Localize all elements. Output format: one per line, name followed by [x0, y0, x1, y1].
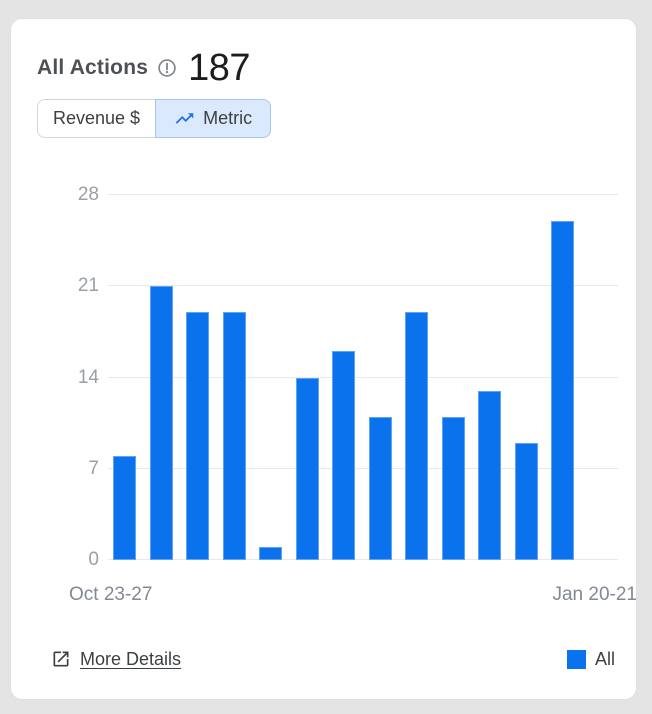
legend-label: All	[594, 648, 615, 669]
bar[interactable]	[478, 390, 501, 560]
bar[interactable]	[405, 312, 428, 560]
bar[interactable]	[295, 377, 319, 560]
plot-area	[108, 194, 618, 560]
gridline	[108, 559, 618, 560]
bar[interactable]	[551, 221, 574, 560]
tab-revenue[interactable]: Revenue $	[37, 99, 156, 138]
metric-value: 187	[188, 46, 251, 89]
gridline	[108, 194, 618, 195]
y-tick-label: 14	[77, 366, 99, 388]
metric-card: All Actions 187 Revenue $ Metric 0 7 14 21 2…	[10, 18, 637, 700]
more-details-link[interactable]: More Details	[51, 649, 181, 670]
bar[interactable]	[259, 546, 282, 560]
chart-legend: All	[566, 648, 615, 670]
more-details-label: More Details	[80, 648, 182, 669]
y-tick-label: 0	[88, 549, 99, 570]
card-title: All Actions	[37, 56, 149, 79]
view-toggle: Revenue $ Metric	[37, 99, 272, 138]
bar[interactable]	[186, 312, 209, 560]
tab-metric-label: Metric	[203, 108, 253, 128]
y-tick-label: 21	[77, 275, 99, 297]
tab-metric[interactable]: Metric	[155, 99, 272, 138]
bar[interactable]	[149, 286, 173, 560]
bar[interactable]	[368, 416, 392, 560]
y-tick-label: 7	[88, 457, 99, 479]
legend-swatch	[566, 649, 586, 669]
bar[interactable]	[113, 455, 136, 560]
bar[interactable]	[441, 416, 465, 560]
x-label-last: Jan 20-21	[552, 584, 637, 605]
trending-up-icon	[174, 108, 195, 129]
bar[interactable]	[332, 351, 355, 560]
x-label-first: Oct 23-27	[69, 584, 153, 605]
y-axis: 0 7 14 21 28	[41, 185, 99, 570]
bar[interactable]	[222, 312, 246, 560]
bars-group	[113, 195, 618, 560]
gridline	[108, 285, 618, 287]
card-header: All Actions 187	[37, 45, 251, 91]
info-icon[interactable]	[157, 58, 177, 78]
x-axis: Oct 23-27 Jan 20-21	[69, 584, 637, 606]
gridline	[108, 467, 618, 469]
gridline	[108, 376, 618, 378]
bar-chart: 0 7 14 21 28 Oct 23-27 Jan 20-21	[11, 19, 638, 701]
bar[interactable]	[514, 442, 538, 560]
tab-revenue-label: Revenue $	[53, 108, 141, 128]
external-link-icon	[51, 649, 71, 669]
card-footer: More Details All	[51, 645, 615, 673]
y-tick-label: 28	[77, 184, 99, 205]
